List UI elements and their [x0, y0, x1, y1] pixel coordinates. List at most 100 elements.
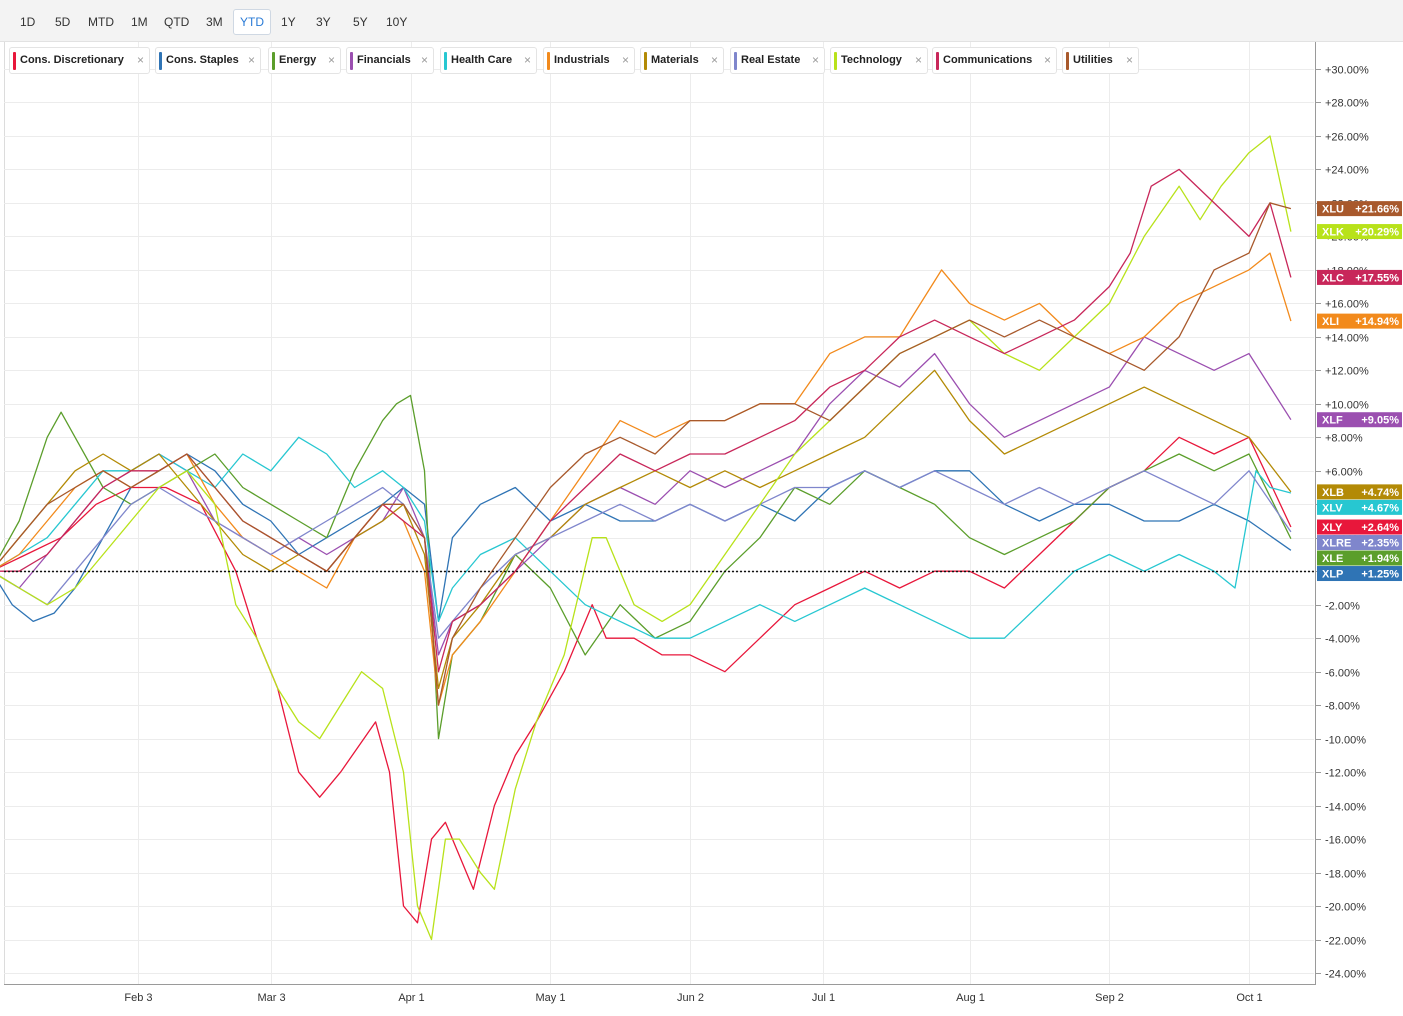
end-label-xlk: XLK +20.29%: [1317, 224, 1402, 240]
y-tick-label: -16.00%: [1325, 835, 1366, 847]
series-line-xlu: [0, 202, 1292, 706]
end-label-ticker: XLI: [1322, 316, 1339, 328]
x-tick-label: Jun 2: [677, 992, 704, 1004]
y-tick-label: +26.00%: [1325, 132, 1369, 144]
x-tick-label: May 1: [536, 992, 566, 1004]
end-label-value: +9.05%: [1361, 415, 1399, 427]
legend-item-cons-discretionary[interactable]: Cons. Discretionary ×: [9, 47, 150, 74]
range-button-qtd[interactable]: QTD: [164, 15, 190, 29]
legend-swatch: [444, 52, 447, 70]
range-button-3m[interactable]: 3M: [206, 15, 223, 29]
legend-swatch: [350, 52, 353, 70]
series-line-xle: [0, 394, 1292, 740]
x-tick-label: Mar 3: [257, 992, 285, 1004]
range-button-1d[interactable]: 1D: [20, 15, 36, 29]
legend-label: Health Care: [451, 54, 513, 66]
y-tick-label: -4.00%: [1325, 634, 1360, 646]
legend-item-industrials[interactable]: Industrials ×: [543, 47, 635, 74]
x-tick-label: Oct 1: [1236, 992, 1262, 1004]
end-label-value: +20.29%: [1355, 227, 1399, 239]
series-line-xlk: [0, 135, 1292, 941]
close-icon[interactable]: ×: [523, 53, 531, 67]
y-tick-label: +8.00%: [1325, 433, 1363, 445]
legend-label: Cons. Discretionary: [20, 54, 124, 66]
legend-item-communications[interactable]: Communications ×: [932, 47, 1057, 74]
y-tick-label: +28.00%: [1325, 98, 1369, 110]
close-icon[interactable]: ×: [621, 53, 629, 67]
legend-item-energy[interactable]: Energy ×: [268, 47, 341, 74]
close-icon[interactable]: ×: [710, 53, 718, 67]
end-label-xlu: XLU +21.66%: [1317, 201, 1402, 217]
legend-swatch: [644, 52, 647, 70]
end-label-value: +21.66%: [1355, 204, 1399, 216]
legend-item-materials[interactable]: Materials ×: [640, 47, 724, 74]
end-label-xlre: XLRE +2.35%: [1317, 535, 1402, 551]
range-button-5y[interactable]: 5Y: [353, 15, 368, 29]
y-tick-label: -20.00%: [1325, 902, 1366, 914]
x-tick-label: Aug 1: [956, 992, 985, 1004]
legend-swatch: [834, 52, 837, 70]
legend-item-technology[interactable]: Technology ×: [830, 47, 928, 74]
legend-swatch: [272, 52, 275, 70]
y-tick-label: -8.00%: [1325, 701, 1360, 713]
legend-item-financials[interactable]: Financials ×: [346, 47, 434, 74]
legend-label: Utilities: [1073, 54, 1113, 66]
y-tick-label: +12.00%: [1325, 366, 1369, 378]
close-icon[interactable]: ×: [1043, 53, 1051, 67]
end-label-layer: XLU +21.66% XLK +20.29% XLC +17.55% XLI +14.94%…: [1317, 201, 1402, 582]
close-icon[interactable]: ×: [247, 53, 255, 67]
series-line-xlv: [0, 436, 1292, 639]
range-button-1y[interactable]: 1Y: [281, 15, 296, 29]
range-button-1m[interactable]: 1M: [131, 15, 148, 29]
range-button-3y[interactable]: 3Y: [316, 15, 331, 29]
legend-item-utilities[interactable]: Utilities ×: [1062, 47, 1139, 74]
range-selector-bar: 1D 5D MTD 1M QTD 3M YTD 1Y 3Y 5Y 10Y: [0, 0, 1403, 42]
end-label-ticker: XLY: [1322, 522, 1343, 534]
legend-label: Industrials: [554, 54, 610, 66]
plot-area: [4, 42, 1316, 984]
y-tick-label: +14.00%: [1325, 333, 1369, 345]
close-icon[interactable]: ×: [914, 53, 922, 67]
series-layer: [0, 135, 1316, 941]
close-icon[interactable]: ×: [136, 53, 144, 67]
y-tick-label: -10.00%: [1325, 735, 1366, 747]
close-icon[interactable]: ×: [811, 53, 819, 67]
close-icon[interactable]: ×: [1125, 53, 1133, 67]
sector-legend: Cons. Discretionary × Cons. Staples × En…: [9, 47, 1149, 75]
x-tick-label: Jul 1: [812, 992, 835, 1004]
legend-label: Technology: [841, 54, 902, 66]
close-icon[interactable]: ×: [327, 53, 335, 67]
legend-item-cons-staples[interactable]: Cons. Staples ×: [155, 47, 261, 74]
end-label-ticker: XLC: [1322, 272, 1344, 284]
end-label-value: +4.67%: [1361, 502, 1399, 514]
legend-label: Real Estate: [741, 54, 801, 66]
end-label-xli: XLI +14.94%: [1317, 313, 1402, 329]
range-button-ytd[interactable]: YTD: [233, 9, 271, 35]
legend-swatch: [13, 52, 16, 70]
series-line-xlre: [0, 470, 1292, 639]
y-tick-label: -12.00%: [1325, 768, 1366, 780]
end-label-ticker: XLP: [1322, 569, 1343, 581]
legend-swatch: [734, 52, 737, 70]
x-tick-label: Feb 3: [124, 992, 152, 1004]
y-tick-label: +30.00%: [1325, 65, 1369, 77]
end-label-value: +2.35%: [1361, 538, 1399, 550]
end-label-ticker: XLU: [1322, 204, 1344, 216]
close-icon[interactable]: ×: [420, 53, 428, 67]
y-tick-label: +16.00%: [1325, 299, 1369, 311]
end-label-value: +1.25%: [1361, 569, 1399, 581]
y-tick-label: -24.00%: [1325, 969, 1366, 981]
end-label-value: +2.64%: [1361, 522, 1399, 534]
legend-swatch: [1066, 52, 1069, 70]
range-button-5d[interactable]: 5D: [55, 15, 71, 29]
legend-item-real-estate[interactable]: Real Estate ×: [730, 47, 825, 74]
end-label-xlc: XLC +17.55%: [1317, 269, 1402, 285]
legend-item-health-care[interactable]: Health Care ×: [440, 47, 537, 74]
axis-layer: +30.00%+28.00%+26.00%+24.00%+22.00%+20.0…: [4, 65, 1369, 1004]
y-tick-label: -6.00%: [1325, 668, 1360, 680]
range-button-mtd[interactable]: MTD: [88, 15, 114, 29]
range-button-10y[interactable]: 10Y: [386, 15, 408, 29]
y-tick-label: -22.00%: [1325, 936, 1366, 948]
end-label-ticker: XLRE: [1322, 538, 1351, 550]
